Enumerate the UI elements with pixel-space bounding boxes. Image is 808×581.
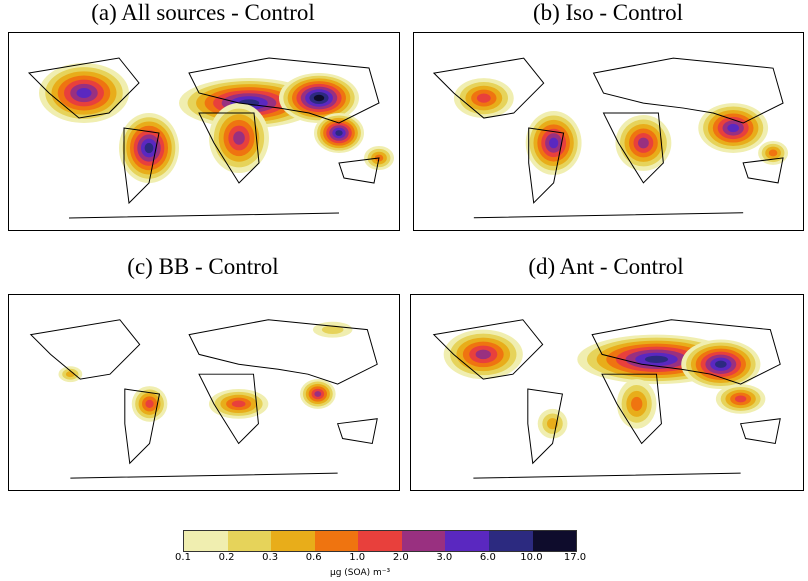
concentration-contour bbox=[546, 418, 559, 430]
colorbar-tick: 0.3 bbox=[262, 552, 279, 563]
concentration-contour bbox=[321, 325, 344, 334]
concentration-contour bbox=[335, 130, 343, 136]
coastline bbox=[432, 319, 781, 479]
colorbar-tick: 17.0 bbox=[563, 552, 587, 563]
colorbar bbox=[183, 530, 577, 552]
colorbar-tick: 10.0 bbox=[520, 552, 543, 563]
concentration-contour bbox=[548, 137, 559, 149]
concentration-contour bbox=[638, 137, 649, 149]
colorbar-unit-label: μg (SOA) m⁻³ bbox=[330, 568, 391, 578]
panel-b-title: (b) Iso - Control bbox=[532, 0, 684, 25]
concentration-contour bbox=[475, 349, 491, 360]
colorbar-bin-4 bbox=[358, 531, 402, 551]
map-panel-c bbox=[8, 294, 400, 491]
colorbar-bin-2 bbox=[271, 531, 315, 551]
panel-c-title: (c) BB - Control bbox=[127, 254, 279, 279]
concentration-contour bbox=[76, 88, 92, 98]
concentration-contour bbox=[65, 371, 75, 378]
concentration-contour bbox=[644, 355, 669, 363]
colorbar-bin-7 bbox=[488, 531, 533, 551]
concentration-contour bbox=[144, 142, 154, 154]
coastline bbox=[27, 57, 380, 219]
colorbar-tick: 0.2 bbox=[218, 552, 235, 563]
colorbar-tick: 1.0 bbox=[349, 552, 366, 563]
colorbar-bin-5 bbox=[401, 531, 446, 551]
colorbar-tick: 0.1 bbox=[175, 552, 191, 563]
panel-a-title: (a) All sources - Control bbox=[91, 0, 315, 25]
colorbar-bin-1 bbox=[227, 531, 272, 551]
map-panel-b bbox=[413, 32, 804, 231]
concentration-contour bbox=[145, 399, 154, 408]
colorbar-bin-6 bbox=[445, 531, 489, 551]
concentration-contour bbox=[233, 131, 245, 145]
panel-d-title: (d) Ant - Control bbox=[528, 254, 684, 279]
colorbar-tick: 3.0 bbox=[436, 552, 453, 563]
colorbar-tick: 0.6 bbox=[305, 552, 322, 563]
concentration-contour bbox=[314, 391, 322, 397]
coastline bbox=[432, 57, 784, 219]
concentration-contour bbox=[727, 123, 739, 133]
colorbar-bin-3 bbox=[314, 531, 359, 551]
concentration-contour bbox=[476, 93, 491, 103]
concentration-contour bbox=[734, 395, 747, 403]
colorbar-tick: 6.0 bbox=[479, 552, 496, 563]
concentration-contour bbox=[715, 360, 727, 368]
map-panel-a bbox=[8, 32, 400, 231]
map-panel-d bbox=[410, 294, 804, 491]
colorbar-bin-0 bbox=[184, 531, 228, 551]
concentration-contour bbox=[631, 396, 643, 411]
concentration-contour bbox=[313, 94, 325, 102]
colorbar-bin-8 bbox=[532, 531, 577, 551]
concentration-contour bbox=[768, 149, 778, 157]
coastline bbox=[29, 319, 378, 479]
colorbar-tick: 2.0 bbox=[392, 552, 409, 563]
concentration-contour bbox=[231, 400, 246, 408]
